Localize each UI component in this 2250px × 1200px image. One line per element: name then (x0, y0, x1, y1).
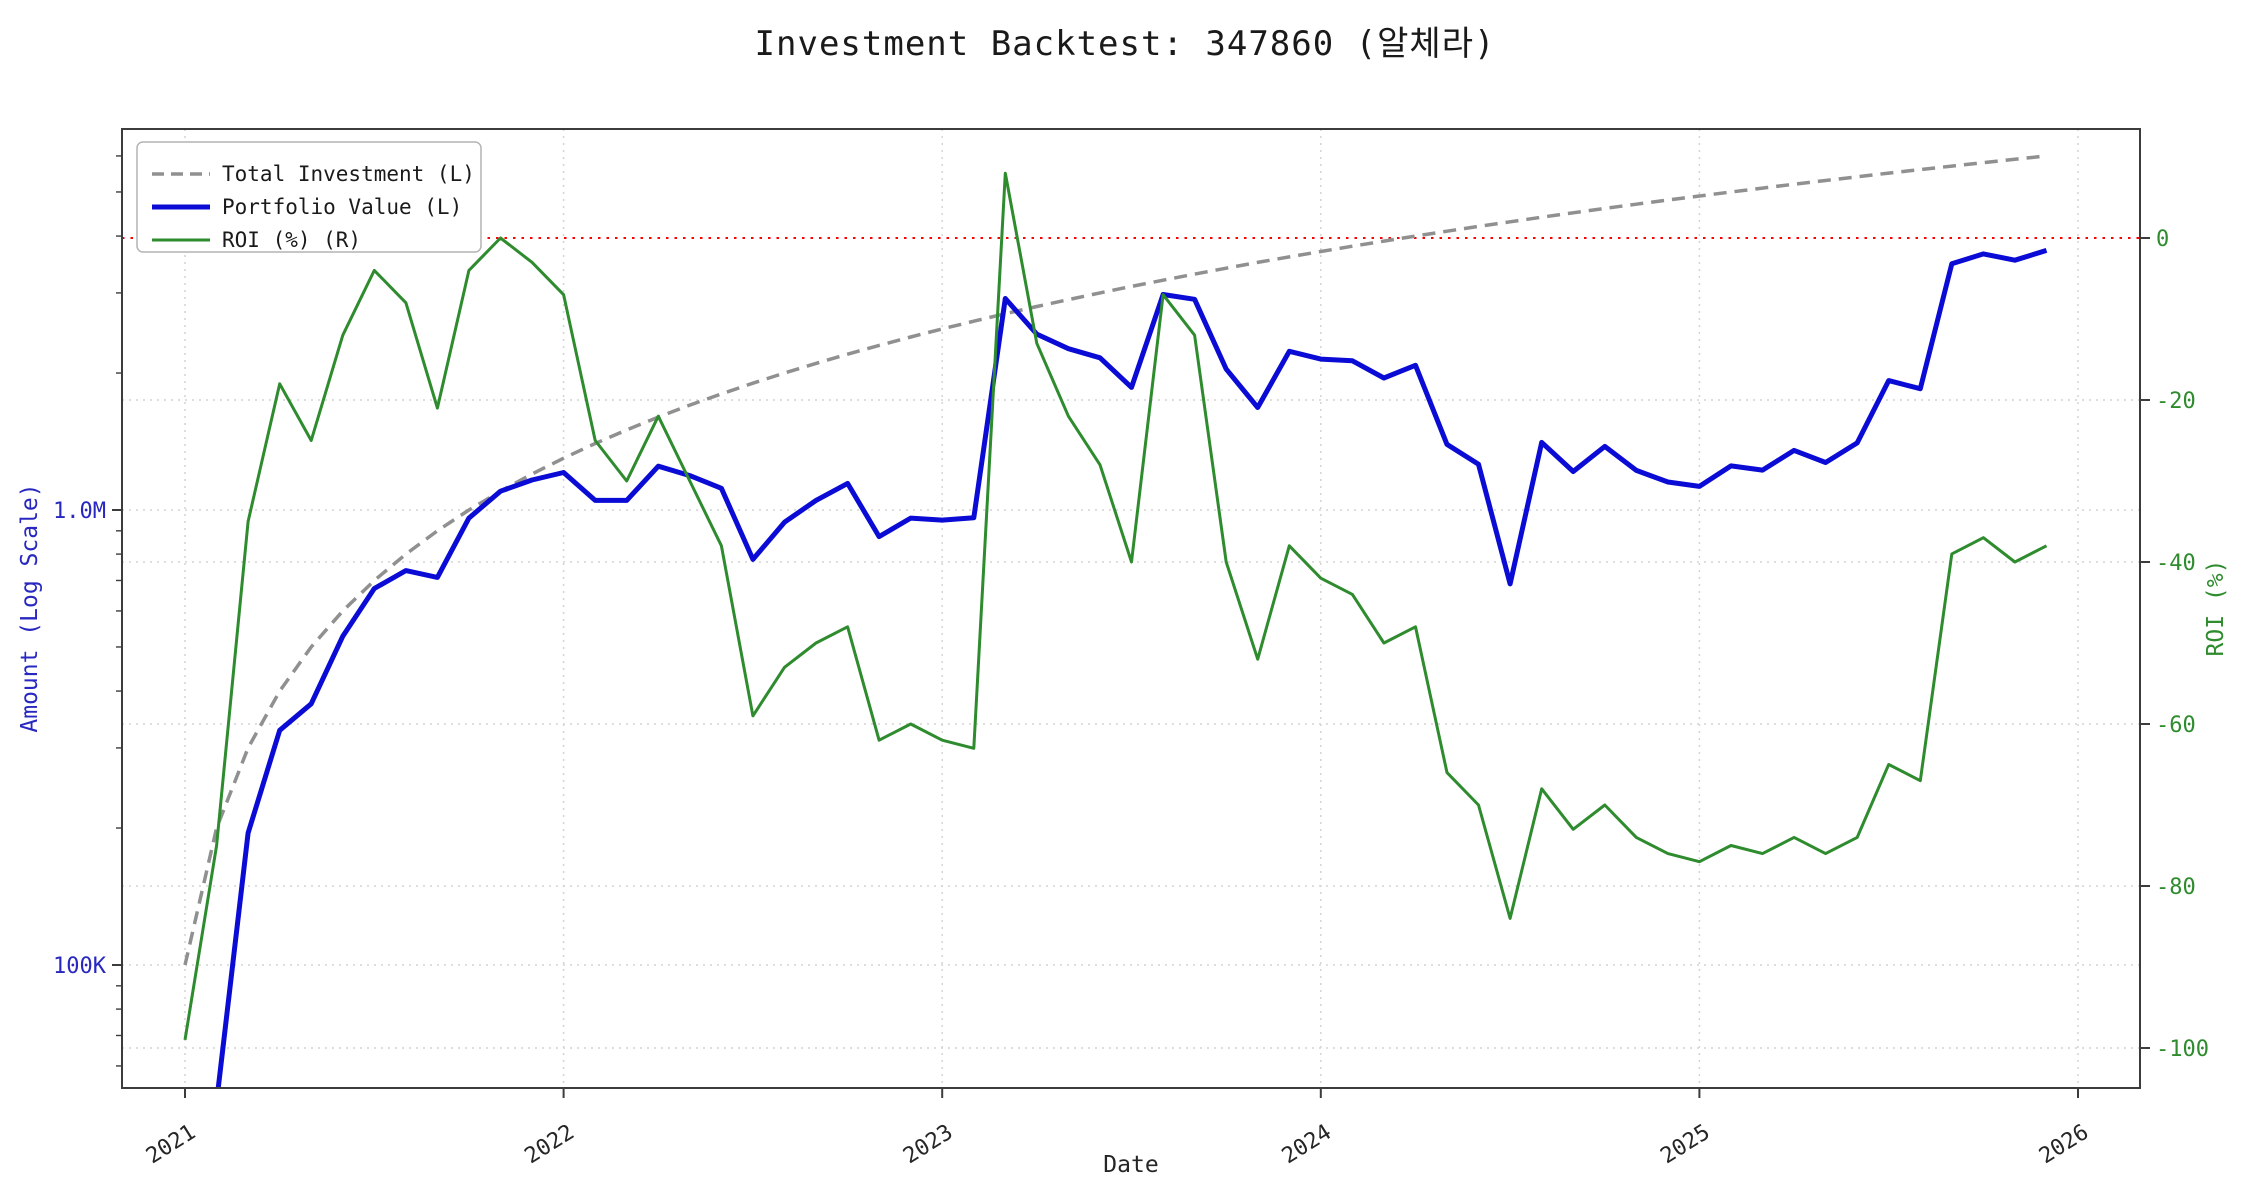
legend-label: ROI (%) (R) (222, 228, 361, 252)
total-investment-line (183, 154, 2047, 966)
chart-title: Investment Backtest: 347860 (알체라) (754, 24, 1496, 64)
plot-border (121, 128, 2141, 1089)
x-tick-label: 2024 (1278, 1120, 1336, 1169)
left-tick-label: 1.0M (53, 499, 106, 524)
right-tick-label: -80 (2156, 875, 2196, 900)
gridlines (122, 129, 2140, 1088)
portfolio-value-line (215, 248, 2048, 1088)
left-tick-label: 100K (53, 954, 107, 979)
series-lines (183, 154, 2048, 1088)
right-tick-label: -60 (2156, 713, 2196, 738)
legend: Total Investment (L) Portfolio Value (L) R… (136, 141, 482, 253)
x-tick-label: 2025 (1656, 1120, 1714, 1169)
x-tick-label: 2023 (899, 1120, 957, 1169)
legend-label: Total Investment (L) (222, 162, 475, 186)
roi-line (183, 171, 2048, 1041)
x-axis-title: Date (1103, 1152, 1159, 1178)
x-tick-label: 2022 (521, 1120, 579, 1169)
axis-ticks: 2021 2022 2023 2024 2025 2026 1.0M 100K 0 -20 -40 -… (53, 155, 2209, 1169)
right-tick-label: 0 (2156, 227, 2169, 252)
x-tick-label: 2021 (142, 1120, 200, 1169)
legend-label: Portfolio Value (L) (222, 195, 462, 219)
right-tick-label: -20 (2156, 389, 2196, 414)
right-tick-label: -100 (2156, 1037, 2209, 1062)
x-tick-label: 2026 (2035, 1120, 2093, 1169)
legend-box (136, 141, 482, 253)
right-tick-label: -40 (2156, 551, 2196, 576)
